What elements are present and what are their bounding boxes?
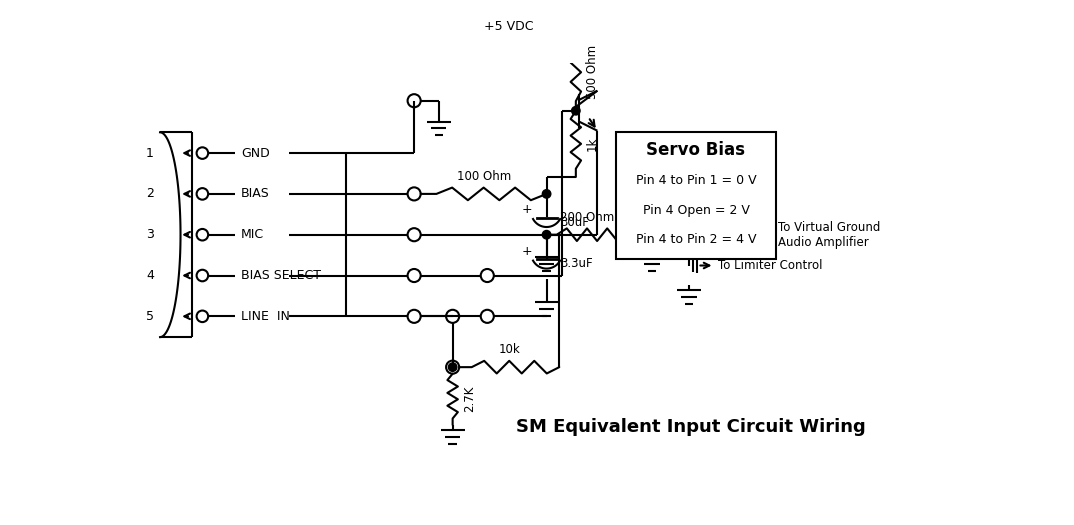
Text: 2: 2 [146,187,154,201]
Circle shape [571,29,580,38]
Circle shape [542,190,551,198]
Text: BIAS: BIAS [241,187,270,201]
Circle shape [571,107,580,115]
Text: GND: GND [241,146,270,160]
Text: +: + [521,245,532,258]
Text: To Virtual Ground
Audio Amplifier: To Virtual Ground Audio Amplifier [779,220,881,249]
Text: MIC: MIC [241,228,264,241]
Text: +5 VDC: +5 VDC [484,19,534,33]
Text: Pin 4 to Pin 2 = 4 V: Pin 4 to Pin 2 = 4 V [636,233,756,246]
Text: 30uF: 30uF [561,216,590,229]
Text: 500 Ohm: 500 Ohm [585,45,599,99]
Circle shape [542,230,551,239]
Text: 4: 4 [146,269,154,282]
FancyBboxPatch shape [615,132,777,259]
Text: Pin 4 to Pin 1 = 0 V: Pin 4 to Pin 1 = 0 V [636,174,756,187]
Text: LINE  IN: LINE IN [241,310,290,323]
Text: To Limiter Control: To Limiter Control [717,259,822,272]
Text: 2.7K: 2.7K [463,386,476,413]
Text: 200 Ohm: 200 Ohm [560,211,614,224]
Text: 100 Ohm: 100 Ohm [456,170,511,183]
Text: 3: 3 [146,228,154,241]
Text: 1k: 1k [585,136,599,151]
Circle shape [685,230,693,239]
Text: Servo Bias: Servo Bias [647,141,745,159]
Text: 100 Ohm: 100 Ohm [697,211,751,224]
Text: Pin 4 Open = 2 V: Pin 4 Open = 2 V [642,204,750,217]
Text: 10k: 10k [498,343,520,356]
Text: 30uF: 30uF [638,207,667,220]
Text: BIAS SELECT: BIAS SELECT [241,269,321,282]
Text: 5: 5 [146,310,154,323]
Text: +: + [521,203,532,216]
Circle shape [449,363,456,371]
Text: 3.3uF: 3.3uF [561,257,593,270]
Text: SM Equivalent Input Circuit Wiring: SM Equivalent Input Circuit Wiring [517,418,867,436]
Text: 1: 1 [146,146,154,160]
Text: +: + [640,209,651,223]
